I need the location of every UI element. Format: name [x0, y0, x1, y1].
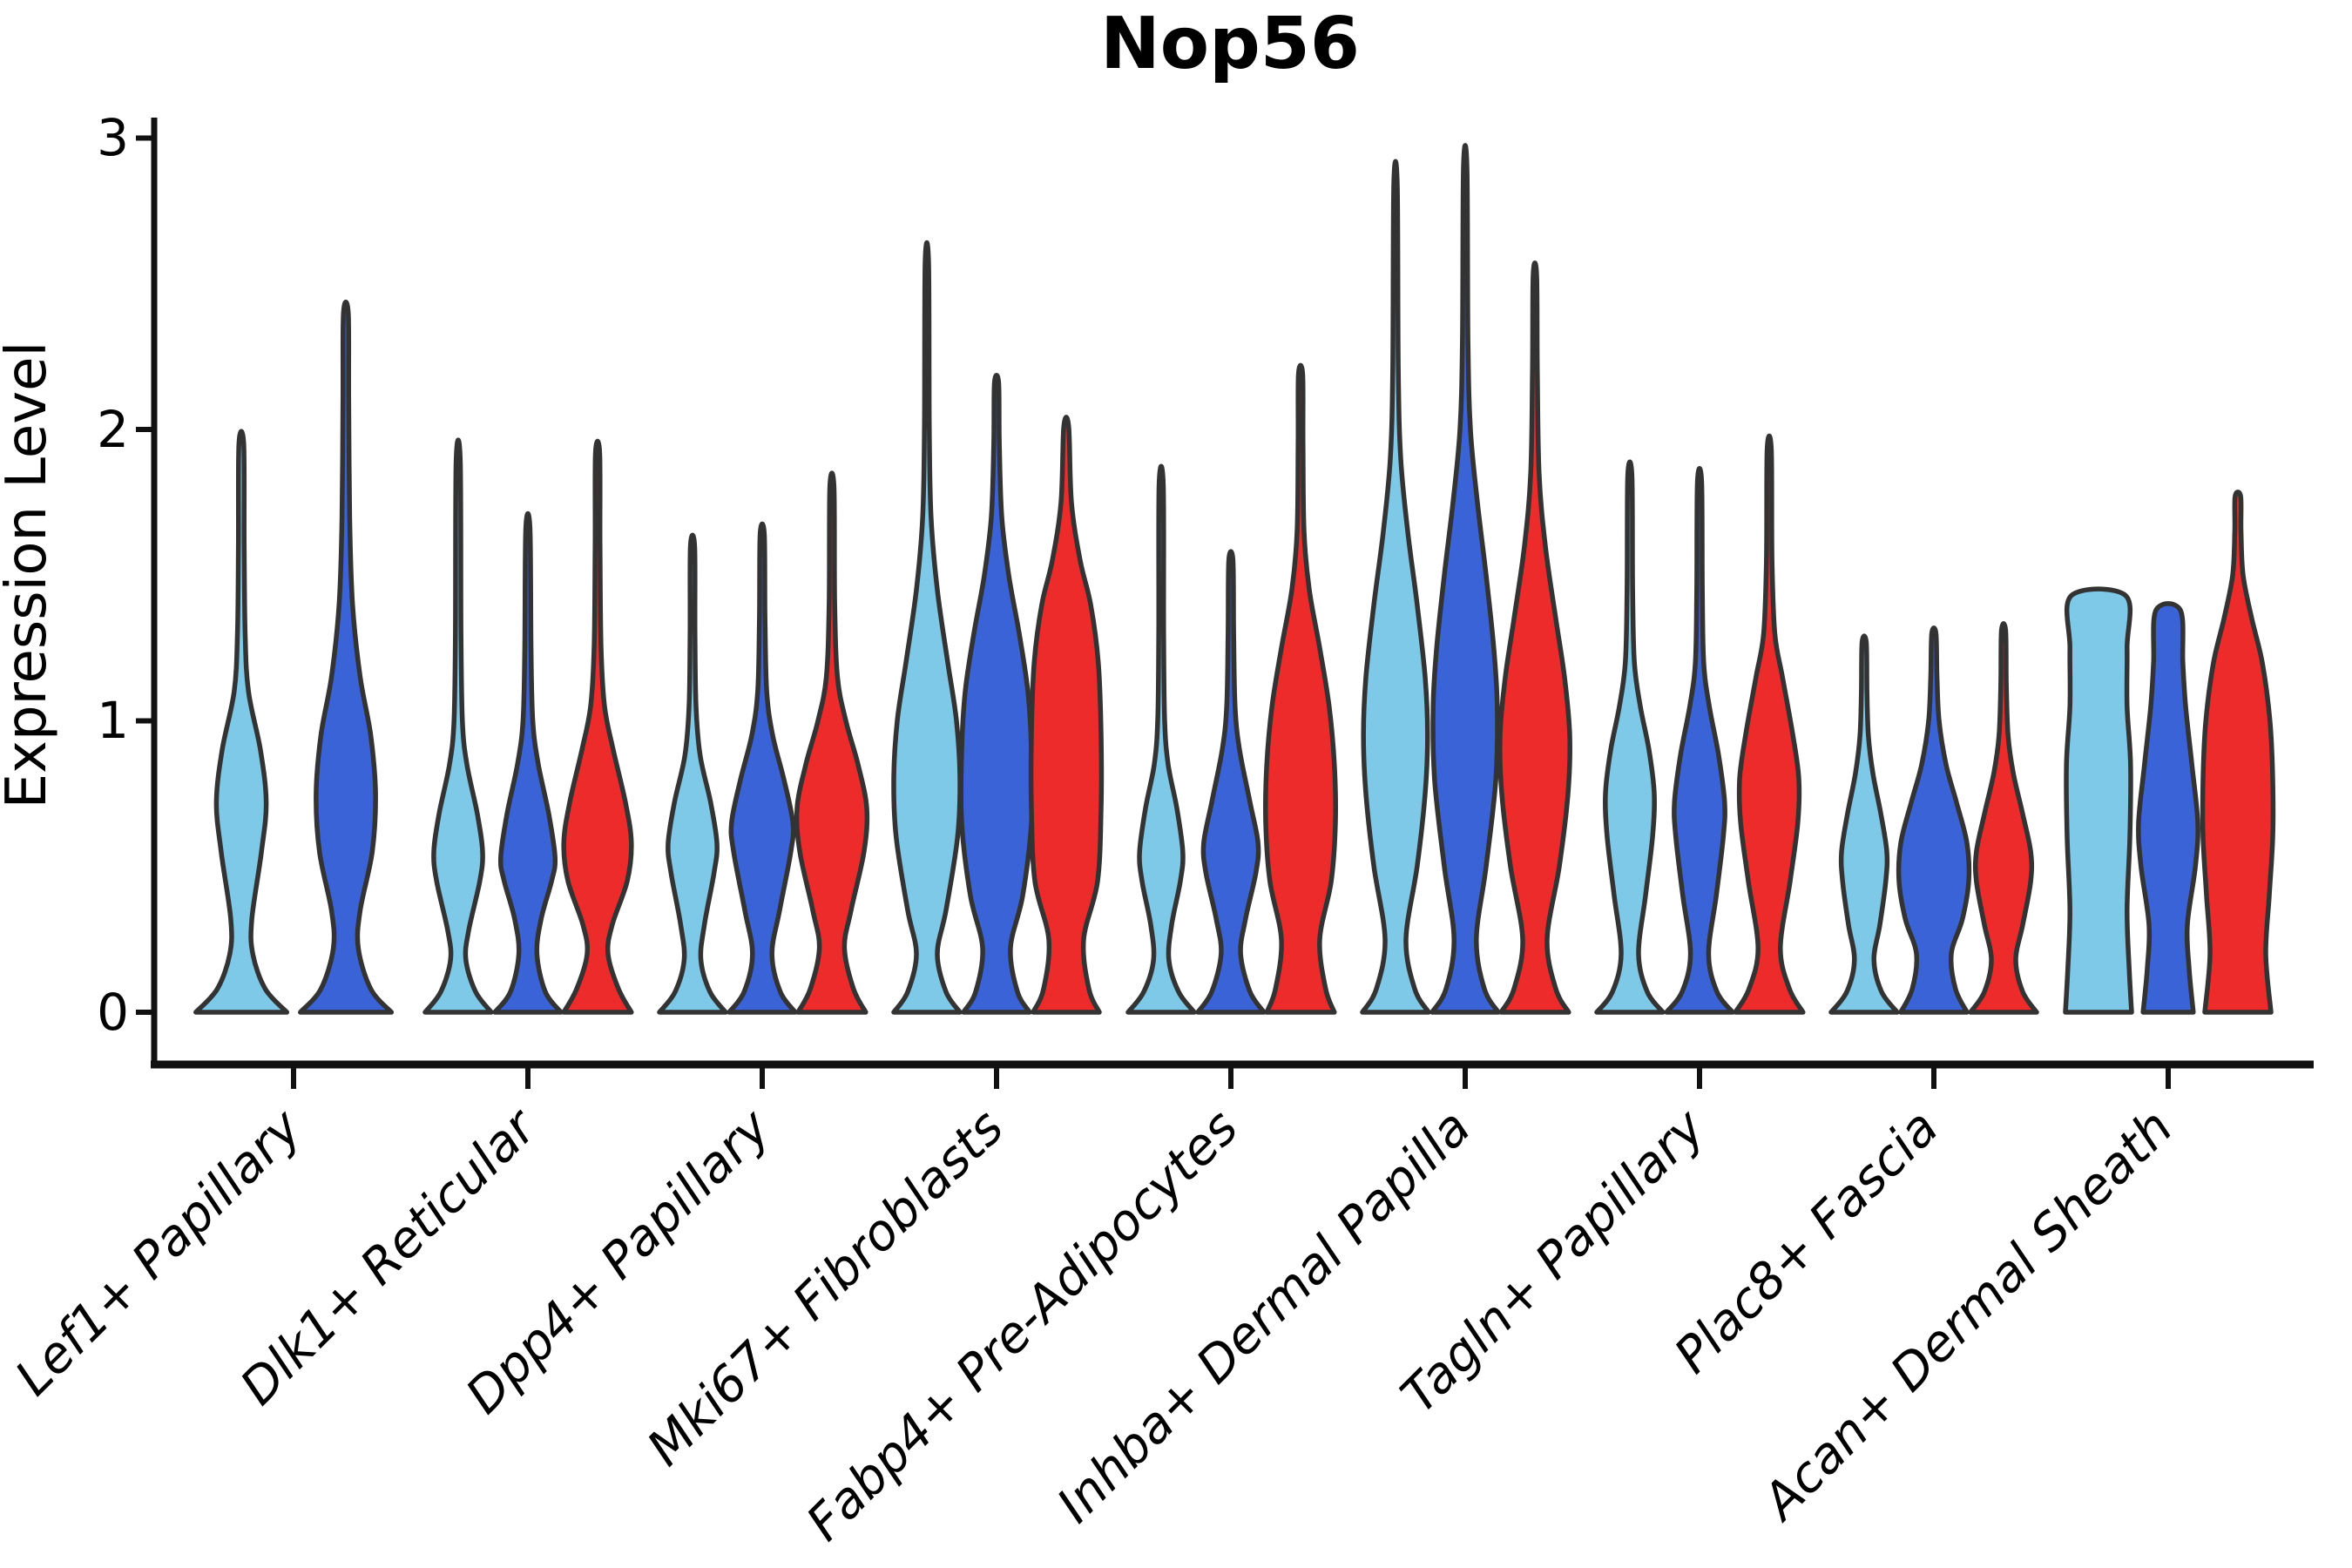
violin-mki67-fibroblasts-red [1028, 415, 1105, 1015]
x-tick-label-4: Fabp4+ Pre-Adipocytes [796, 1098, 1249, 1551]
tick-marks [136, 135, 2171, 1089]
y-tick-labels: 0 1 2 3 [97, 108, 129, 1042]
violin-fabp4-pre-adipocytes-light_blue [1125, 463, 1197, 1015]
violin-inhba-dermal-papilla-red [1497, 260, 1573, 1015]
x-tick-label-5: Inhba+ Dermal Papilla [1046, 1098, 1482, 1534]
x-tick-labels: Lef1+ Papillary Dlk1+ Reticular Dpp4+ Pa… [4, 1097, 2184, 1552]
violin-inhba-dermal-papilla-dark_blue [1429, 143, 1501, 1015]
violin-plac8-fascia-light_blue [1828, 633, 1900, 1015]
violin-fabp4-pre-adipocytes-dark_blue [1195, 549, 1267, 1015]
violin-dlk1-reticular-dark_blue [492, 510, 564, 1015]
violin-mki67-fibroblasts-dark_blue [958, 372, 1035, 1015]
violin-acan-dermal-sheath-dark_blue [2136, 601, 2200, 1015]
violin-tagln-papillary-red [1733, 433, 1806, 1015]
violin-plac8-fascia-dark_blue [1896, 625, 1972, 1015]
violin-plac8-fascia-red [1968, 621, 2039, 1015]
violin-dpp4-papillary-dark_blue [727, 521, 798, 1015]
violin-dpp4-papillary-red [794, 470, 870, 1015]
x-tick-label-8: Acan+ Dermal Sheath [1749, 1098, 2183, 1532]
y-axis-label: Expression Level [0, 341, 59, 809]
y-tick-label-3: 3 [97, 108, 129, 167]
violin-mki67-fibroblasts-light_blue [891, 240, 963, 1015]
y-tick-label-0: 0 [97, 983, 129, 1042]
violin-tagln-papillary-dark_blue [1664, 466, 1735, 1015]
violin-fabp4-pre-adipocytes-red [1263, 362, 1338, 1015]
violin-tagln-papillary-light_blue [1594, 459, 1666, 1015]
violin-lef1-papillary-light_blue [193, 429, 290, 1015]
y-tick-label-2: 2 [97, 400, 129, 459]
violin-inhba-dermal-papilla-light_blue [1360, 159, 1431, 1015]
violin-lef1-papillary-dark_blue [298, 299, 395, 1015]
chart-title: Nop56 [1100, 3, 1360, 85]
violin-acan-dermal-sheath-red [2200, 490, 2276, 1015]
violin-dlk1-reticular-red [561, 438, 634, 1015]
violins-layer [193, 143, 2276, 1015]
violin-acan-dermal-sheath-light_blue [2063, 586, 2134, 1015]
y-tick-label-1: 1 [97, 691, 129, 750]
violin-dpp4-papillary-light_blue [657, 532, 728, 1015]
violin-dlk1-reticular-light_blue [422, 437, 494, 1015]
